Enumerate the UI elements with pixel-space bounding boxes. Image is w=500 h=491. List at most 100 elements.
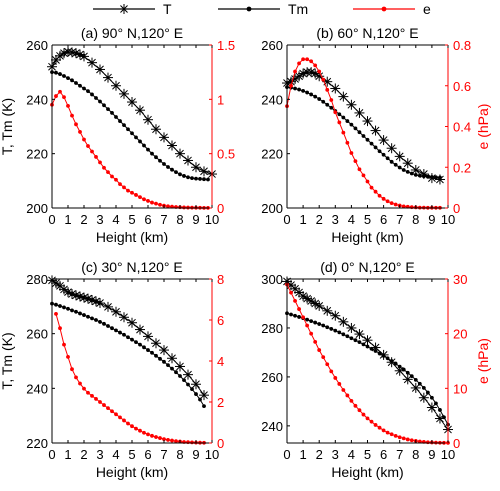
data-point-e [337, 120, 342, 125]
data-point-Tm [353, 126, 358, 131]
data-point-T [338, 316, 349, 327]
data-point-Tm [166, 363, 170, 367]
y-right-axis-label: e (hPa) [475, 338, 491, 384]
x-axis-label: Height (km) [331, 464, 403, 480]
x-tick-label: 3 [332, 447, 339, 462]
y-right-tick-label: 0 [453, 436, 460, 451]
data-point-Tm [369, 346, 374, 351]
data-point-Tm [146, 348, 150, 352]
x-tick-label: 7 [396, 212, 403, 227]
data-point-e [94, 397, 98, 401]
asterisk-stroke [299, 292, 307, 301]
data-point-Tm [194, 392, 198, 396]
data-point-Tm [90, 316, 94, 321]
series-Tm [285, 85, 442, 180]
x-tick-label: 10 [205, 212, 219, 227]
data-point-e [106, 170, 110, 175]
data-point-T [322, 305, 333, 316]
data-point-T [199, 166, 209, 177]
legend-box [60, 0, 450, 16]
asterisk-stroke [355, 330, 364, 338]
data-point-Tm [182, 174, 186, 178]
data-point-Tm [309, 92, 314, 97]
data-point-e [130, 424, 134, 429]
data-point-Tm [126, 335, 130, 340]
x-tick-label: 7 [160, 212, 167, 227]
data-point-Tm [430, 395, 434, 400]
series-Tm [50, 301, 206, 408]
y-axis-label: T, Tm (K) [0, 98, 15, 155]
data-point-e [90, 393, 94, 398]
data-point-e [369, 419, 374, 424]
data-point-Tm [114, 328, 118, 333]
data-point-Tm [425, 390, 430, 395]
x-tick-label: 2 [80, 212, 87, 227]
data-point-e [425, 440, 430, 445]
asterisk-stroke [84, 294, 92, 303]
asterisk-stroke [60, 285, 68, 294]
data-point-T [95, 64, 105, 75]
data-point-e [361, 173, 366, 178]
data-point-Tm [321, 323, 326, 328]
data-point-Tm [405, 169, 410, 174]
x-tick-label: 9 [428, 447, 435, 462]
asterisk-stroke [307, 297, 316, 305]
data-point-Tm [293, 86, 297, 91]
data-point-e [190, 440, 194, 445]
asterisk-stroke [88, 58, 96, 67]
asterisk-stroke [68, 290, 76, 298]
data-point-Tm [297, 315, 301, 319]
data-point-T [159, 345, 169, 356]
data-point-Tm [389, 159, 394, 164]
legend-label-Tm: Tm [288, 1, 308, 17]
data-point-T [103, 301, 113, 312]
data-point-Tm [393, 361, 398, 366]
data-point-Tm [198, 397, 202, 402]
data-point-e [102, 403, 106, 407]
legend-label-e: e [423, 1, 431, 17]
data-point-Tm [373, 145, 378, 150]
asterisk-stroke [80, 52, 88, 61]
data-point-e [114, 177, 118, 182]
data-point-T [199, 390, 209, 401]
data-point-e [373, 423, 378, 427]
data-point-e [317, 69, 322, 74]
asterisk-stroke [160, 133, 168, 142]
asterisk-stroke [72, 291, 80, 300]
asterisk-stroke [168, 141, 176, 150]
data-point-e [305, 57, 310, 62]
asterisk-stroke [136, 325, 144, 334]
data-point-e [102, 165, 106, 170]
x-tick-label: 4 [112, 212, 119, 227]
data-point-e [401, 436, 406, 441]
y-axis-label: T, Tm (K) [0, 332, 15, 389]
x-tick-label: 9 [428, 212, 435, 227]
asterisk-stroke [120, 5, 128, 13]
data-point-Tm [381, 152, 386, 157]
x-tick-label: 0 [48, 447, 55, 462]
data-point-e [313, 339, 318, 344]
asterisk-stroke [323, 306, 332, 315]
data-point-e [90, 149, 94, 154]
data-point-Tm [142, 345, 146, 350]
data-point-e [309, 59, 314, 64]
y-right-tick-label: 0.8 [453, 38, 471, 53]
data-point-e [313, 63, 318, 68]
data-point-e [377, 425, 382, 430]
y-tick-label: 200 [261, 201, 283, 216]
data-point-T [386, 143, 397, 154]
data-point-e [70, 367, 74, 372]
legend-label-T: T [163, 1, 172, 17]
data-point-Tm [110, 111, 114, 115]
data-point-T [183, 369, 193, 380]
data-point-Tm [325, 102, 330, 107]
data-point-e [150, 433, 154, 438]
data-point-Tm [82, 86, 86, 91]
data-point-e [86, 390, 90, 395]
data-point-Tm [178, 172, 182, 177]
data-point-e [70, 113, 74, 118]
data-point-T [167, 140, 177, 151]
data-point-Tm [385, 356, 390, 361]
data-point-Tm [337, 112, 342, 117]
data-point-e [385, 430, 390, 435]
